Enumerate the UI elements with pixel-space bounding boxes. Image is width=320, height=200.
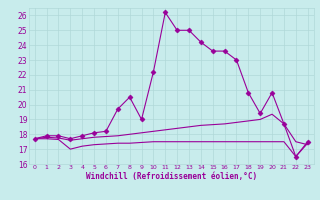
X-axis label: Windchill (Refroidissement éolien,°C): Windchill (Refroidissement éolien,°C)	[86, 172, 257, 181]
